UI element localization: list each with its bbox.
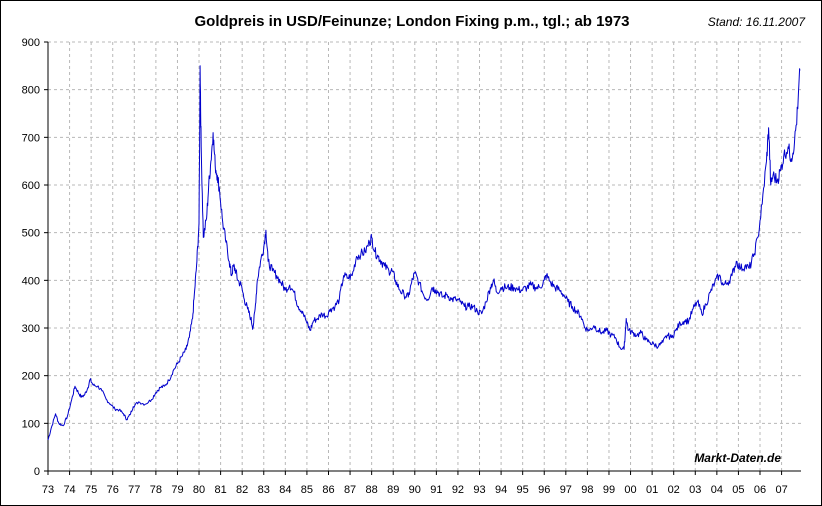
watermark-label: Markt-Daten.de	[694, 451, 781, 465]
x-tick-label: 82	[236, 484, 248, 496]
x-tick-label: 74	[63, 484, 75, 496]
x-tick-label: 95	[517, 484, 529, 496]
x-tick-label: 00	[624, 484, 636, 496]
x-tick-label: 03	[689, 484, 701, 496]
x-tick-label: 91	[430, 484, 442, 496]
y-tick-label: 500	[22, 228, 40, 240]
y-tick-label: 300	[22, 323, 40, 335]
y-tick-label: 700	[22, 132, 40, 144]
x-tick-label: 81	[214, 484, 226, 496]
x-tick-label: 92	[452, 484, 464, 496]
y-tick-label: 800	[22, 85, 40, 97]
x-tick-label: 07	[775, 484, 787, 496]
x-tick-label: 75	[85, 484, 97, 496]
series-layer	[47, 65, 801, 441]
y-tick-label: 900	[22, 37, 40, 49]
grid-layer	[48, 41, 801, 471]
gold-price-line	[47, 65, 801, 441]
x-tick-label: 84	[279, 484, 291, 496]
x-tick-label: 89	[387, 484, 399, 496]
x-tick-label: 01	[646, 484, 658, 496]
x-tick-label: 83	[258, 484, 270, 496]
x-tick-label: 77	[128, 484, 140, 496]
x-tick-label: 94	[495, 484, 507, 496]
x-tick-label: 98	[581, 484, 593, 496]
x-tick-label: 87	[344, 484, 356, 496]
y-tick-label: 200	[22, 371, 40, 383]
y-tick-label: 600	[22, 180, 40, 192]
x-tick-label: 04	[711, 484, 723, 496]
x-tick-label: 02	[668, 484, 680, 496]
chart-title: Goldpreis in USD/Feinunze; London Fixing…	[194, 13, 630, 30]
x-tick-label: 79	[171, 484, 183, 496]
stand-date: Stand: 16.11.2007	[707, 15, 805, 29]
x-tick-label: 90	[409, 484, 421, 496]
x-tick-label: 78	[150, 484, 162, 496]
x-tick-label: 76	[107, 484, 119, 496]
y-tick-label: 100	[22, 418, 40, 430]
x-tick-label: 80	[193, 484, 205, 496]
x-tick-label: 86	[322, 484, 334, 496]
x-tick-label: 73	[42, 484, 54, 496]
x-tick-label: 85	[301, 484, 313, 496]
x-tick-label: 88	[366, 484, 378, 496]
x-tick-label: 99	[603, 484, 615, 496]
x-tick-label: 05	[732, 484, 744, 496]
y-tick-label: 400	[22, 275, 40, 287]
x-tick-label: 93	[473, 484, 485, 496]
x-tick-label: 06	[754, 484, 766, 496]
x-tick-label: 96	[538, 484, 550, 496]
y-tick-label: 0	[34, 466, 40, 478]
x-tick-label: 97	[560, 484, 572, 496]
